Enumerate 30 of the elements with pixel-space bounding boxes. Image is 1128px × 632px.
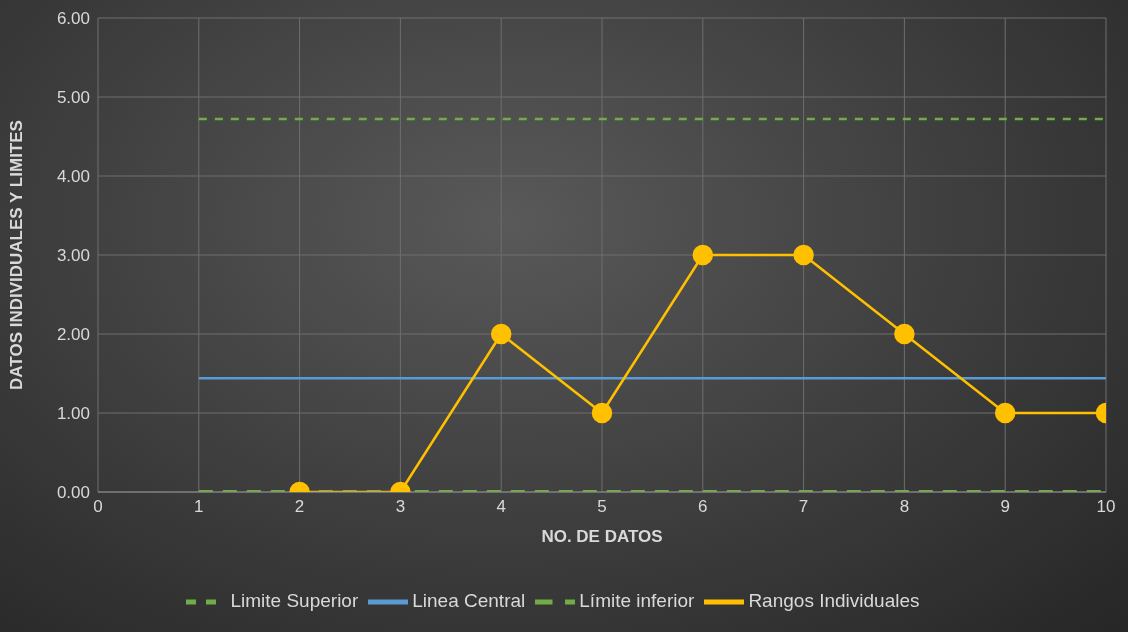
x-tick-label: 6 xyxy=(698,497,708,517)
x-tick-label: 3 xyxy=(395,497,406,517)
y-tick-label: 6.00 xyxy=(56,9,90,29)
x-tick-label: 0 xyxy=(93,497,103,517)
point xyxy=(591,402,613,424)
y-tick-label: 1.00 xyxy=(56,404,90,424)
x-tick-label: 1 xyxy=(194,497,204,517)
y-tick-label: 2.00 xyxy=(56,325,90,345)
x-tick-label: 9 xyxy=(1000,497,1010,517)
y-axis-title: DATOS INDIVIDUALES Y LIMITES xyxy=(7,120,27,390)
point xyxy=(692,244,714,266)
x-tick-label: 5 xyxy=(597,497,607,517)
x-tick-label: 4 xyxy=(496,497,506,517)
legend-label: Rangos Individuales xyxy=(748,590,920,612)
legend-label: Linea Central xyxy=(412,590,526,612)
x-tick-label: 8 xyxy=(899,497,910,517)
y-tick-label: 3.00 xyxy=(56,246,90,266)
x-axis-title: NO. DE DATOS xyxy=(541,527,663,547)
y-tick-label: 4.00 xyxy=(56,167,90,187)
legend-label: Límite inferior xyxy=(579,590,695,612)
x-tick-label: 10 xyxy=(1096,497,1116,517)
y-tick-label: 5.00 xyxy=(56,88,90,108)
point xyxy=(894,323,915,345)
point xyxy=(994,402,1016,424)
y-tick-label: 0.00 xyxy=(56,483,90,503)
legend-label: Limite Superior xyxy=(230,590,359,612)
point xyxy=(490,323,512,345)
x-tick-label: 2 xyxy=(294,497,305,517)
point xyxy=(793,244,814,266)
x-tick-label: 7 xyxy=(798,497,809,517)
